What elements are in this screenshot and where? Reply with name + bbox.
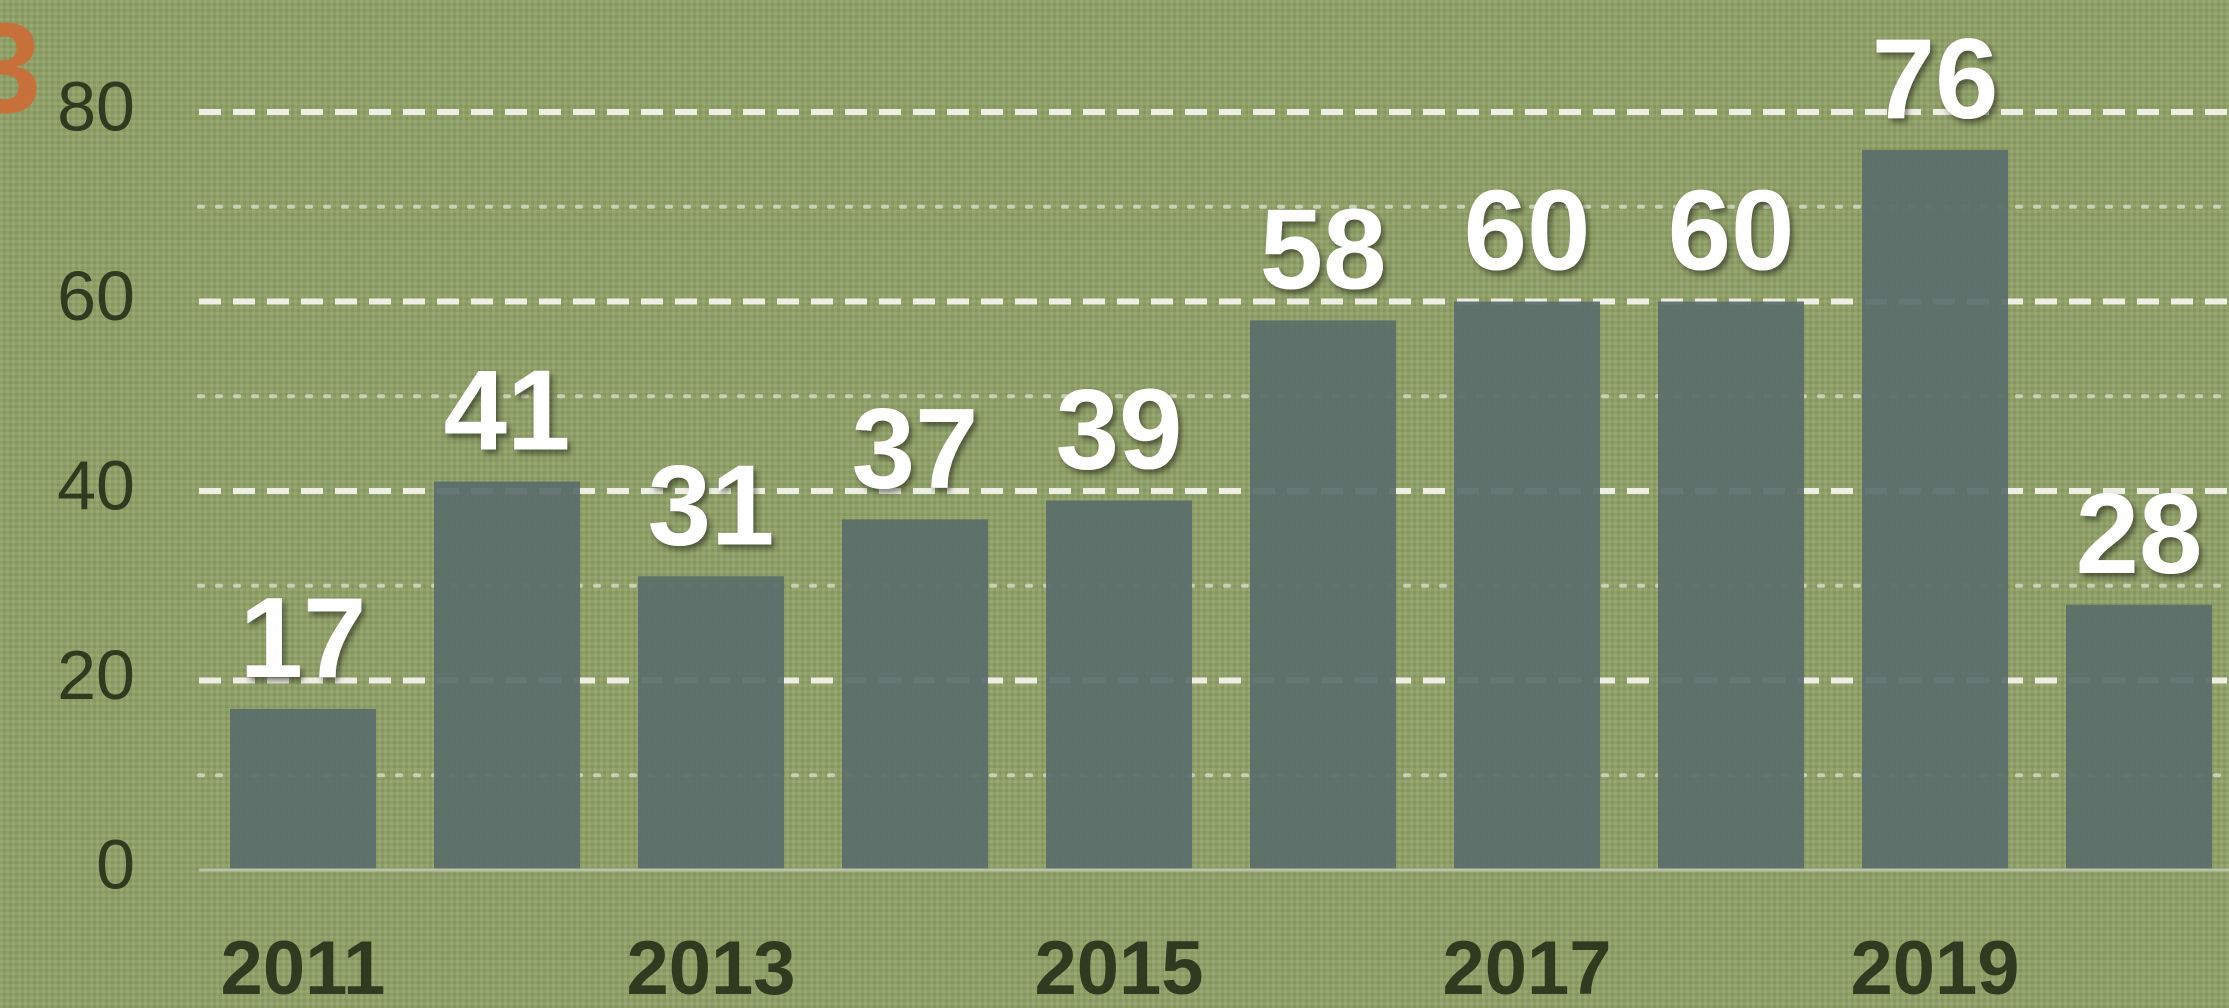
- chart-title: 3: [0, 0, 41, 140]
- y-tick-label: 40: [57, 446, 135, 524]
- bar: [1046, 500, 1192, 870]
- value-label: 28: [2076, 471, 2203, 598]
- x-tick-label: 2019: [1850, 926, 2019, 1008]
- value-label: 37: [852, 386, 979, 513]
- value-label: 58: [1260, 187, 1387, 314]
- bar: [1250, 320, 1396, 870]
- bar: [638, 576, 784, 870]
- value-label: 17: [240, 575, 367, 702]
- value-label: 60: [1464, 168, 1591, 295]
- bar: [2066, 604, 2212, 870]
- x-tick-label: 2015: [1034, 926, 1203, 1008]
- y-tick-label: 80: [57, 67, 135, 145]
- bar: [434, 481, 580, 870]
- x-tick-label: 2017: [1442, 926, 1611, 1008]
- x-tick-label: 2011: [221, 926, 386, 1008]
- y-tick-label: 60: [57, 257, 135, 335]
- value-label: 31: [648, 442, 775, 569]
- bar: [842, 519, 988, 870]
- y-tick-label: 0: [96, 825, 135, 903]
- value-label: 76: [1872, 16, 1999, 143]
- bar: [1658, 301, 1804, 870]
- value-label: 41: [444, 348, 571, 475]
- bar: [230, 708, 376, 870]
- bar: [1862, 149, 2008, 870]
- y-tick-label: 20: [57, 636, 135, 714]
- x-tick-label: 2013: [626, 926, 795, 1008]
- value-label: 60: [1668, 168, 1795, 295]
- bar: [1454, 301, 1600, 870]
- value-label: 39: [1056, 367, 1183, 494]
